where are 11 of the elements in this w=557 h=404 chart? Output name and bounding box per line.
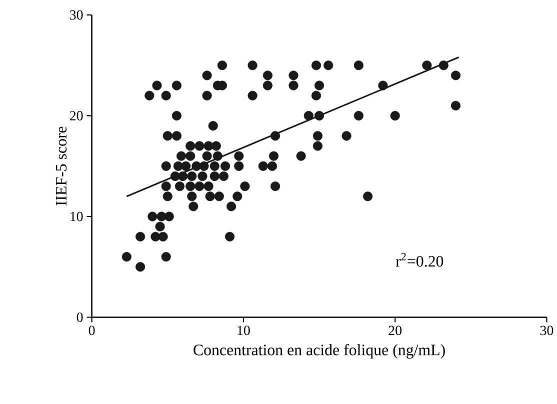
x-tick-label: 30 <box>540 326 554 336</box>
annotation: r$^{2}$=0.20 <box>396 252 444 267</box>
x-axis-title: Concentration en acide folique (ng/mL) <box>194 344 445 359</box>
x-tick-label: 10 <box>238 326 250 336</box>
y-tick-label: 20 <box>70 111 83 120</box>
y-tick-label: 10 <box>70 212 83 222</box>
y-axis-title: IIEF-5 score <box>56 126 67 206</box>
y-tick-label: 0 <box>76 312 83 322</box>
y-tick-label: 30 <box>70 10 83 20</box>
x-tick-label: 20 <box>388 326 402 336</box>
x-tick-label: 0 <box>88 326 95 336</box>
